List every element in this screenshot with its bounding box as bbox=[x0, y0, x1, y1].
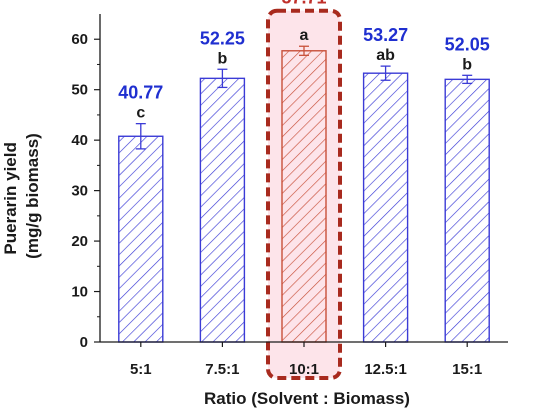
bars-layer bbox=[118, 45, 490, 343]
bar-4 bbox=[362, 72, 409, 343]
y-axis-label-line-2: (mg/g biomass) bbox=[23, 133, 42, 259]
bar-3 bbox=[281, 50, 327, 343]
bar-5 bbox=[444, 78, 490, 343]
x-tick-label-4: 12.5:1 bbox=[364, 361, 407, 378]
y-tick-label-7: 60 bbox=[71, 31, 88, 48]
y-tick-label-1: 0 bbox=[80, 334, 88, 351]
y-tick-label-3: 20 bbox=[71, 233, 88, 250]
y-axis-label-line-1: Puerarin yield bbox=[1, 142, 20, 254]
significance-letter-3: a bbox=[300, 27, 309, 44]
bar-1 bbox=[118, 135, 164, 343]
significance-letter-1: c bbox=[136, 105, 145, 122]
x-axis-label: Ratio (Solvent : Biomass) bbox=[204, 389, 410, 408]
value-label-3: 57.71 bbox=[281, 0, 326, 7]
y-tick-label-5: 40 bbox=[71, 132, 88, 149]
x-tick-label-3: 10:1 bbox=[289, 361, 319, 378]
value-label-2: 52.25 bbox=[200, 28, 245, 48]
x-tick-label-5: 15:1 bbox=[452, 361, 482, 378]
y-tick-label-6: 50 bbox=[71, 82, 88, 99]
y-tick-label-4: 30 bbox=[71, 183, 88, 200]
significance-letter-2: b bbox=[218, 50, 228, 67]
y-tick-label-2: 10 bbox=[71, 284, 88, 301]
labels-layer: c 40.77 5:1 b 52.25 7.5:1 a 57.71 10:1 ab 53.27 12.… bbox=[71, 0, 489, 378]
bar-2 bbox=[199, 77, 246, 343]
value-label-1: 40.77 bbox=[118, 83, 163, 103]
y-axis-label: Puerarin yield (mg/g biomass) bbox=[1, 133, 42, 259]
value-label-5: 52.05 bbox=[445, 34, 490, 54]
value-label-4: 53.27 bbox=[363, 25, 408, 45]
x-tick-label-2: 7.5:1 bbox=[205, 361, 239, 378]
significance-letter-5: b bbox=[462, 56, 472, 73]
axes-layer bbox=[94, 14, 508, 347]
x-tick-label-1: 5:1 bbox=[130, 361, 152, 378]
significance-letter-4: ab bbox=[376, 47, 395, 64]
